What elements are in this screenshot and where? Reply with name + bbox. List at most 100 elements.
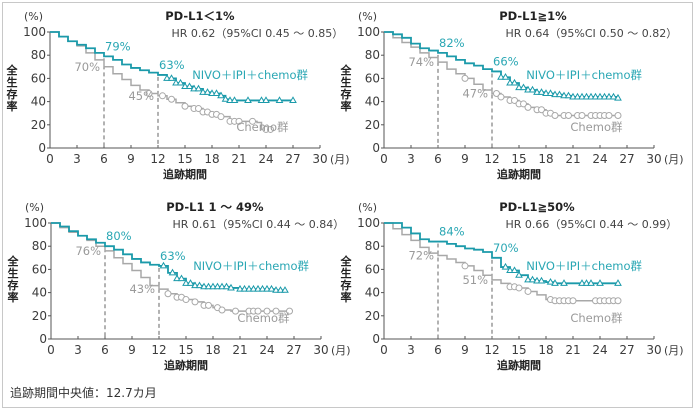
x-tick-label: 9 — [461, 152, 469, 166]
chemo-censor-marker — [218, 306, 226, 314]
x-tick-label: 27 — [619, 152, 634, 166]
nivo-censor-marker — [560, 279, 568, 286]
chemo-rate-label-6mo: 74% — [408, 55, 434, 69]
chart-title: PD-L1≧50% — [499, 200, 575, 214]
x-tick-label: 0 — [380, 343, 388, 357]
nivo-censor-marker — [614, 279, 622, 286]
x-tick-label: 18 — [538, 343, 553, 357]
chemo-censor-marker — [254, 307, 262, 315]
y-tick-label: 0 — [39, 332, 47, 346]
nivo-censor-marker — [533, 88, 541, 95]
nivo-censor-marker — [221, 95, 230, 102]
nivo-censor-marker — [510, 266, 519, 274]
chemo-censor-marker — [267, 125, 274, 133]
nivo-censor-marker — [564, 91, 573, 99]
nivo-censor-marker — [573, 92, 582, 100]
x-tick-label: 12 — [484, 343, 499, 357]
nivo-censor-marker — [609, 92, 618, 100]
y-axis-label-char: 率 — [341, 99, 352, 113]
nivo-censor-marker — [263, 284, 271, 292]
x-tick-label: 30 — [312, 152, 327, 166]
nivo-censor-marker — [614, 93, 622, 101]
nivo-censor-marker — [244, 96, 252, 103]
chemo-censor-marker — [232, 307, 239, 315]
y-tick-label: 40 — [31, 95, 46, 109]
x-tick-label: 27 — [286, 343, 301, 357]
chemo-censor-marker — [461, 74, 469, 82]
chemo-censor-marker — [614, 112, 622, 120]
nivo-censor-marker — [515, 83, 523, 91]
y-axis-label-char: 率 — [7, 99, 18, 113]
nivo-censor-marker — [185, 82, 194, 90]
nivo-survival-curve — [51, 222, 285, 292]
nivo-censor-marker — [236, 284, 244, 292]
nivo-rate-label-6mo: 84% — [439, 225, 465, 239]
nivo-censor-marker — [600, 92, 609, 100]
x-tick-label: 6 — [434, 152, 442, 166]
nivo-censor-marker — [281, 286, 289, 293]
chemo-censor-marker — [569, 297, 577, 305]
x-tick-label: 15 — [511, 152, 526, 166]
nivo-censor-marker — [528, 85, 537, 93]
y-axis-label-char: 存 — [341, 278, 352, 292]
nivo-censor-marker — [276, 286, 285, 293]
nivo-censor-marker — [582, 279, 591, 286]
nivo-censor-marker — [537, 276, 546, 284]
x-tick-label: 12 — [150, 152, 165, 166]
x-tick-label: 3 — [73, 152, 81, 166]
nivo-censor-marker — [222, 282, 231, 290]
x-tick-label: 27 — [285, 152, 300, 166]
y-tick-label: 60 — [365, 71, 380, 85]
x-tick-label: 0 — [46, 152, 54, 166]
y-tick-label: 60 — [365, 262, 380, 276]
nivo-censor-marker — [519, 83, 528, 91]
nivo-censor-marker — [542, 89, 550, 96]
x-tick-label: 24 — [592, 152, 607, 166]
y-unit-label: (%) — [25, 201, 44, 214]
x-tick-label: 21 — [232, 343, 247, 357]
chemo-rate-label-12mo: 43% — [129, 282, 155, 296]
chemo-censor-marker — [565, 112, 572, 120]
chemo-censor-marker — [551, 112, 559, 120]
nivo-censor-marker — [515, 270, 523, 278]
nivo-censor-marker — [208, 89, 216, 96]
chemo-rate-label-12mo: 45% — [128, 89, 154, 103]
figure-frame — [2, 2, 693, 408]
y-tick-label: 20 — [32, 309, 47, 323]
nivo-censor-marker — [240, 284, 249, 292]
y-tick-label: 40 — [365, 95, 380, 109]
x-tick-label: 21 — [565, 152, 580, 166]
y-tick-label: 80 — [365, 48, 380, 62]
y-unit-label: (%) — [358, 10, 377, 23]
nivo-censor-marker — [555, 90, 564, 98]
y-tick-label: 20 — [31, 118, 46, 132]
x-axis-label: 追跡期間 — [163, 167, 207, 181]
chart-panel-4: 0 20 40 60 80 100 0 3 6 9 12 15 18 21 24 27 30 (月) (%) 全生存率… — [340, 200, 684, 372]
nivo-censor-marker — [524, 275, 532, 283]
y-axis-label-char: 存 — [8, 278, 19, 292]
y-tick-label: 20 — [365, 118, 380, 132]
nivo-censor-marker — [182, 279, 190, 286]
nivo-censor-marker — [218, 282, 226, 290]
y-axis-label-char: 生 — [7, 75, 18, 89]
chart-title: PD-L1 1 ～ 49% — [166, 200, 264, 214]
chemo-censor-marker — [272, 307, 280, 315]
y-tick-label: 100 — [357, 216, 380, 230]
y-axis-label-char: 率 — [341, 290, 352, 304]
x-tick-label: 18 — [205, 343, 220, 357]
nivo-censor-marker — [537, 88, 546, 95]
x-unit-label: (月) — [331, 344, 351, 357]
hazard-ratio-text: HR 0.61（95%CI 0.44 ～ 0.84） — [173, 218, 345, 231]
nivo-censor-marker — [578, 92, 586, 100]
x-unit-label: (月) — [330, 153, 350, 166]
chemo-censor-marker — [524, 103, 532, 111]
chemo-censor-marker — [182, 296, 190, 304]
y-axis-label-char: 全 — [6, 63, 19, 77]
y-tick-label: 80 — [365, 239, 380, 253]
nivo-censor-marker — [257, 96, 266, 103]
nivo-rate-label-12mo: 63% — [159, 58, 185, 72]
nivo-censor-marker — [546, 89, 555, 96]
nivo-censor-marker — [551, 279, 559, 286]
chemo-censor-marker — [249, 117, 256, 125]
nivo-censor-marker — [497, 73, 505, 80]
